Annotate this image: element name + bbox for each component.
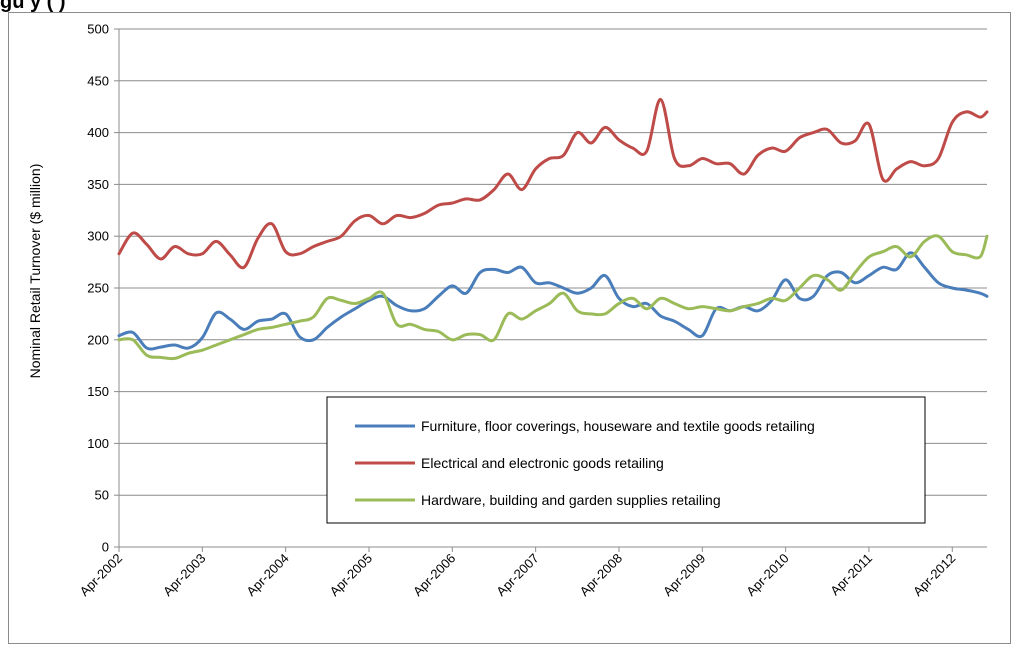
y-tick-label: 200 — [87, 332, 109, 347]
series-lines — [117, 97, 989, 361]
legend-label: Electrical and electronic goods retailin… — [421, 455, 664, 471]
x-tick-label: Apr-2010 — [743, 551, 791, 599]
x-tick-label: Apr-2003 — [160, 551, 208, 599]
y-tick-label: 300 — [87, 229, 109, 244]
y-axis-title: Nominal Retail Turnover ($ million) — [27, 164, 43, 379]
legend: Furniture, floor coverings, houseware an… — [326, 396, 926, 524]
y-tick-label: 450 — [87, 73, 109, 88]
y-tick-label: 50 — [95, 488, 109, 503]
chart-area: 0 50 100 150 200 250 300 350 400 450 500 Apr-2002 Ap… — [8, 12, 1011, 644]
series-line-electrical-and-electronic-goods-retailing — [117, 97, 989, 270]
y-tick-label: 150 — [87, 384, 109, 399]
y-tick-label: 100 — [87, 436, 109, 451]
legend-box — [326, 396, 926, 524]
x-tick-label: Apr-2008 — [577, 551, 625, 599]
line-chart: 0 50 100 150 200 250 300 350 400 450 500 Apr-2002 Ap… — [27, 22, 989, 599]
y-tick-label: 0 — [102, 540, 109, 555]
y-tick-label: 250 — [87, 281, 109, 296]
x-tick-label: Apr-2009 — [660, 551, 708, 599]
series-line-hardware — [117, 234, 989, 361]
x-tick-label: Apr-2012 — [910, 551, 958, 599]
y-tick-label: 500 — [87, 22, 109, 37]
x-tick-label: Apr-2005 — [327, 551, 375, 599]
x-tick-label: Apr-2004 — [243, 551, 291, 599]
x-tick-label: Apr-2007 — [493, 551, 541, 599]
legend-label: Hardware, building and garden supplies r… — [421, 492, 721, 508]
y-tick-label: 350 — [87, 177, 109, 192]
y-tick-label: 400 — [87, 125, 109, 140]
x-tick-label: Apr-2006 — [410, 551, 458, 599]
figure-title: gu y ( ) — [0, 0, 66, 13]
x-tick-label: Apr-2011 — [827, 551, 875, 599]
series-line-furniture — [117, 251, 989, 351]
legend-label: Furniture, floor coverings, houseware an… — [421, 418, 815, 434]
x-tick-label: Apr-2002 — [77, 551, 125, 599]
